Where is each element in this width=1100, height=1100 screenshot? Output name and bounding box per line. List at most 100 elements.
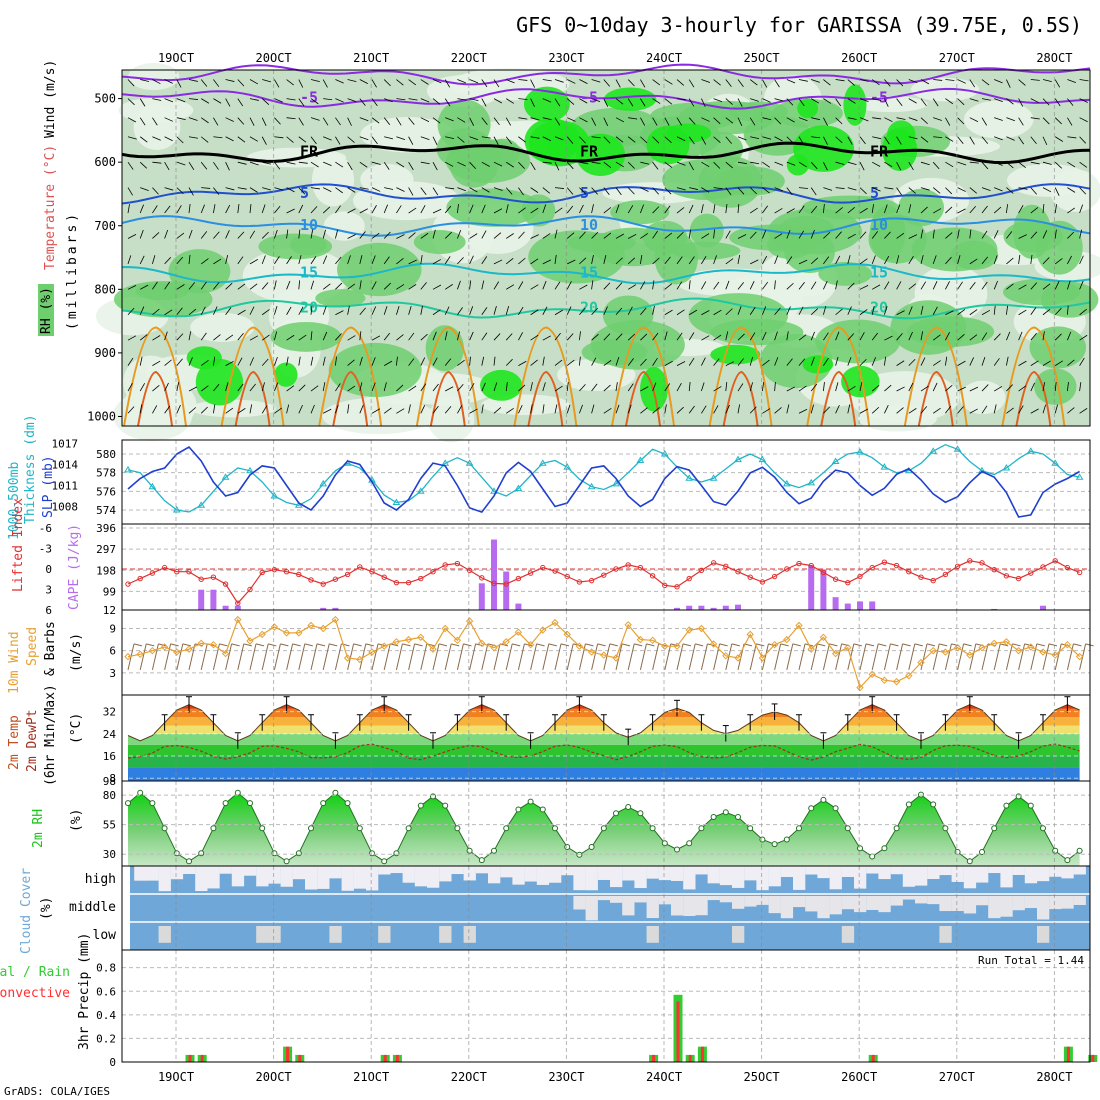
wind-barb <box>554 309 563 316</box>
high-cloud-gap <box>915 866 928 886</box>
wind-barb <box>835 280 838 290</box>
wind-barb <box>981 98 991 101</box>
wind-speed-marker <box>575 642 584 650</box>
rh-marker <box>186 858 192 865</box>
wind-barb <box>164 161 170 171</box>
wind-barb <box>823 98 832 104</box>
middle-cloud-gap <box>707 896 720 901</box>
wind-speed-marker <box>868 670 876 679</box>
surface-wind-barb-flag <box>280 643 289 647</box>
precip-convective-bar <box>298 1054 302 1062</box>
lifted-index-marker <box>906 569 912 575</box>
wind-barb <box>139 334 148 341</box>
wind-barb <box>1054 382 1057 392</box>
wind-barb <box>152 360 161 366</box>
wind-barb <box>835 382 839 392</box>
thickness-marker <box>1075 473 1084 480</box>
wind-barb <box>225 255 229 264</box>
wind-barb <box>798 408 808 414</box>
surface-wind-barb <box>713 643 721 670</box>
wind-barb <box>774 98 784 102</box>
wind-barb <box>383 360 393 366</box>
wind-barb <box>457 187 466 192</box>
hot-isotherm-loop <box>332 370 369 427</box>
rh-marker <box>283 858 290 865</box>
low-cloud-gap <box>732 926 745 943</box>
isotherm-line <box>121 63 1091 86</box>
wind-barb <box>200 231 208 239</box>
wind-barb <box>725 230 731 239</box>
surface-wind-barb <box>432 643 440 670</box>
wind-barb <box>725 117 734 124</box>
wind-barb <box>225 334 234 341</box>
wind-barb <box>676 79 685 86</box>
wind-barb <box>518 79 528 81</box>
wind-barb <box>322 331 328 341</box>
wind-barb <box>811 79 820 83</box>
wind-barb <box>908 136 918 140</box>
wind-barb <box>274 98 283 103</box>
wind-barb <box>798 385 807 392</box>
wind-barb <box>664 136 672 144</box>
wind-barb <box>188 331 192 341</box>
wind-barb <box>774 79 780 88</box>
wind-barb <box>1079 334 1088 341</box>
wind-barb <box>701 357 706 366</box>
surface-wind-barb-flag <box>646 643 655 647</box>
surface-wind-barb <box>700 643 708 670</box>
rh-marker <box>539 806 546 813</box>
surface-wind-barb <box>749 643 757 670</box>
isotherm-label: 20 <box>580 298 598 316</box>
wind-barb <box>518 117 528 120</box>
wind-barb <box>310 385 319 392</box>
wind-barb <box>969 229 972 239</box>
wind-barb <box>457 307 463 315</box>
wind-barb <box>762 255 768 265</box>
wind-barb <box>591 136 601 139</box>
rh-marker <box>198 850 205 857</box>
wind-barb <box>298 98 305 107</box>
wind-barb <box>725 361 735 366</box>
wind-barb <box>152 161 162 164</box>
wind-barb <box>774 117 782 125</box>
wind-barb <box>908 79 918 84</box>
wind-barb <box>835 187 845 189</box>
wind-barb <box>688 256 695 265</box>
wind-barb <box>152 79 161 85</box>
rh-moist-patch <box>289 234 327 256</box>
wind-barb <box>396 408 405 414</box>
surface-wind-barb-flag <box>792 643 801 647</box>
wind-barb <box>920 161 930 166</box>
bottom-date-label: 28OCT <box>1036 1070 1072 1084</box>
wind-barb <box>176 161 186 166</box>
wind-barb <box>871 357 876 366</box>
surface-wind-barb <box>517 643 525 670</box>
temperature-band <box>128 725 1080 734</box>
wind-barb <box>847 333 855 341</box>
surface-wind-barb-flag <box>890 643 899 647</box>
wind-barb <box>347 404 350 414</box>
isotherm-label: -5 <box>580 89 598 107</box>
surface-wind-barb-flag <box>719 643 728 647</box>
lifted-index-marker <box>1015 575 1022 582</box>
wind-barb <box>140 187 149 192</box>
axis-label-rh: RH (%) <box>39 287 54 334</box>
wind-barb <box>725 404 730 414</box>
wind-barb <box>1042 331 1045 341</box>
wind-barb <box>566 281 572 290</box>
surface-wind-barb <box>420 643 428 670</box>
surface-wind-barb <box>1042 643 1050 670</box>
wind-barb <box>628 234 637 239</box>
wind-barb <box>1018 254 1021 264</box>
wind-barb <box>603 232 612 239</box>
wind-barb <box>322 255 328 265</box>
rh-marker <box>857 845 863 852</box>
wind-barb <box>1067 359 1075 366</box>
wind-barb <box>676 309 685 316</box>
lifted-index-marker <box>662 582 668 589</box>
wind-barb <box>725 136 732 144</box>
wind-barb <box>713 255 717 265</box>
high-cloud-gap <box>756 866 769 891</box>
wind-barb <box>286 256 292 265</box>
wind-barb <box>713 204 716 214</box>
